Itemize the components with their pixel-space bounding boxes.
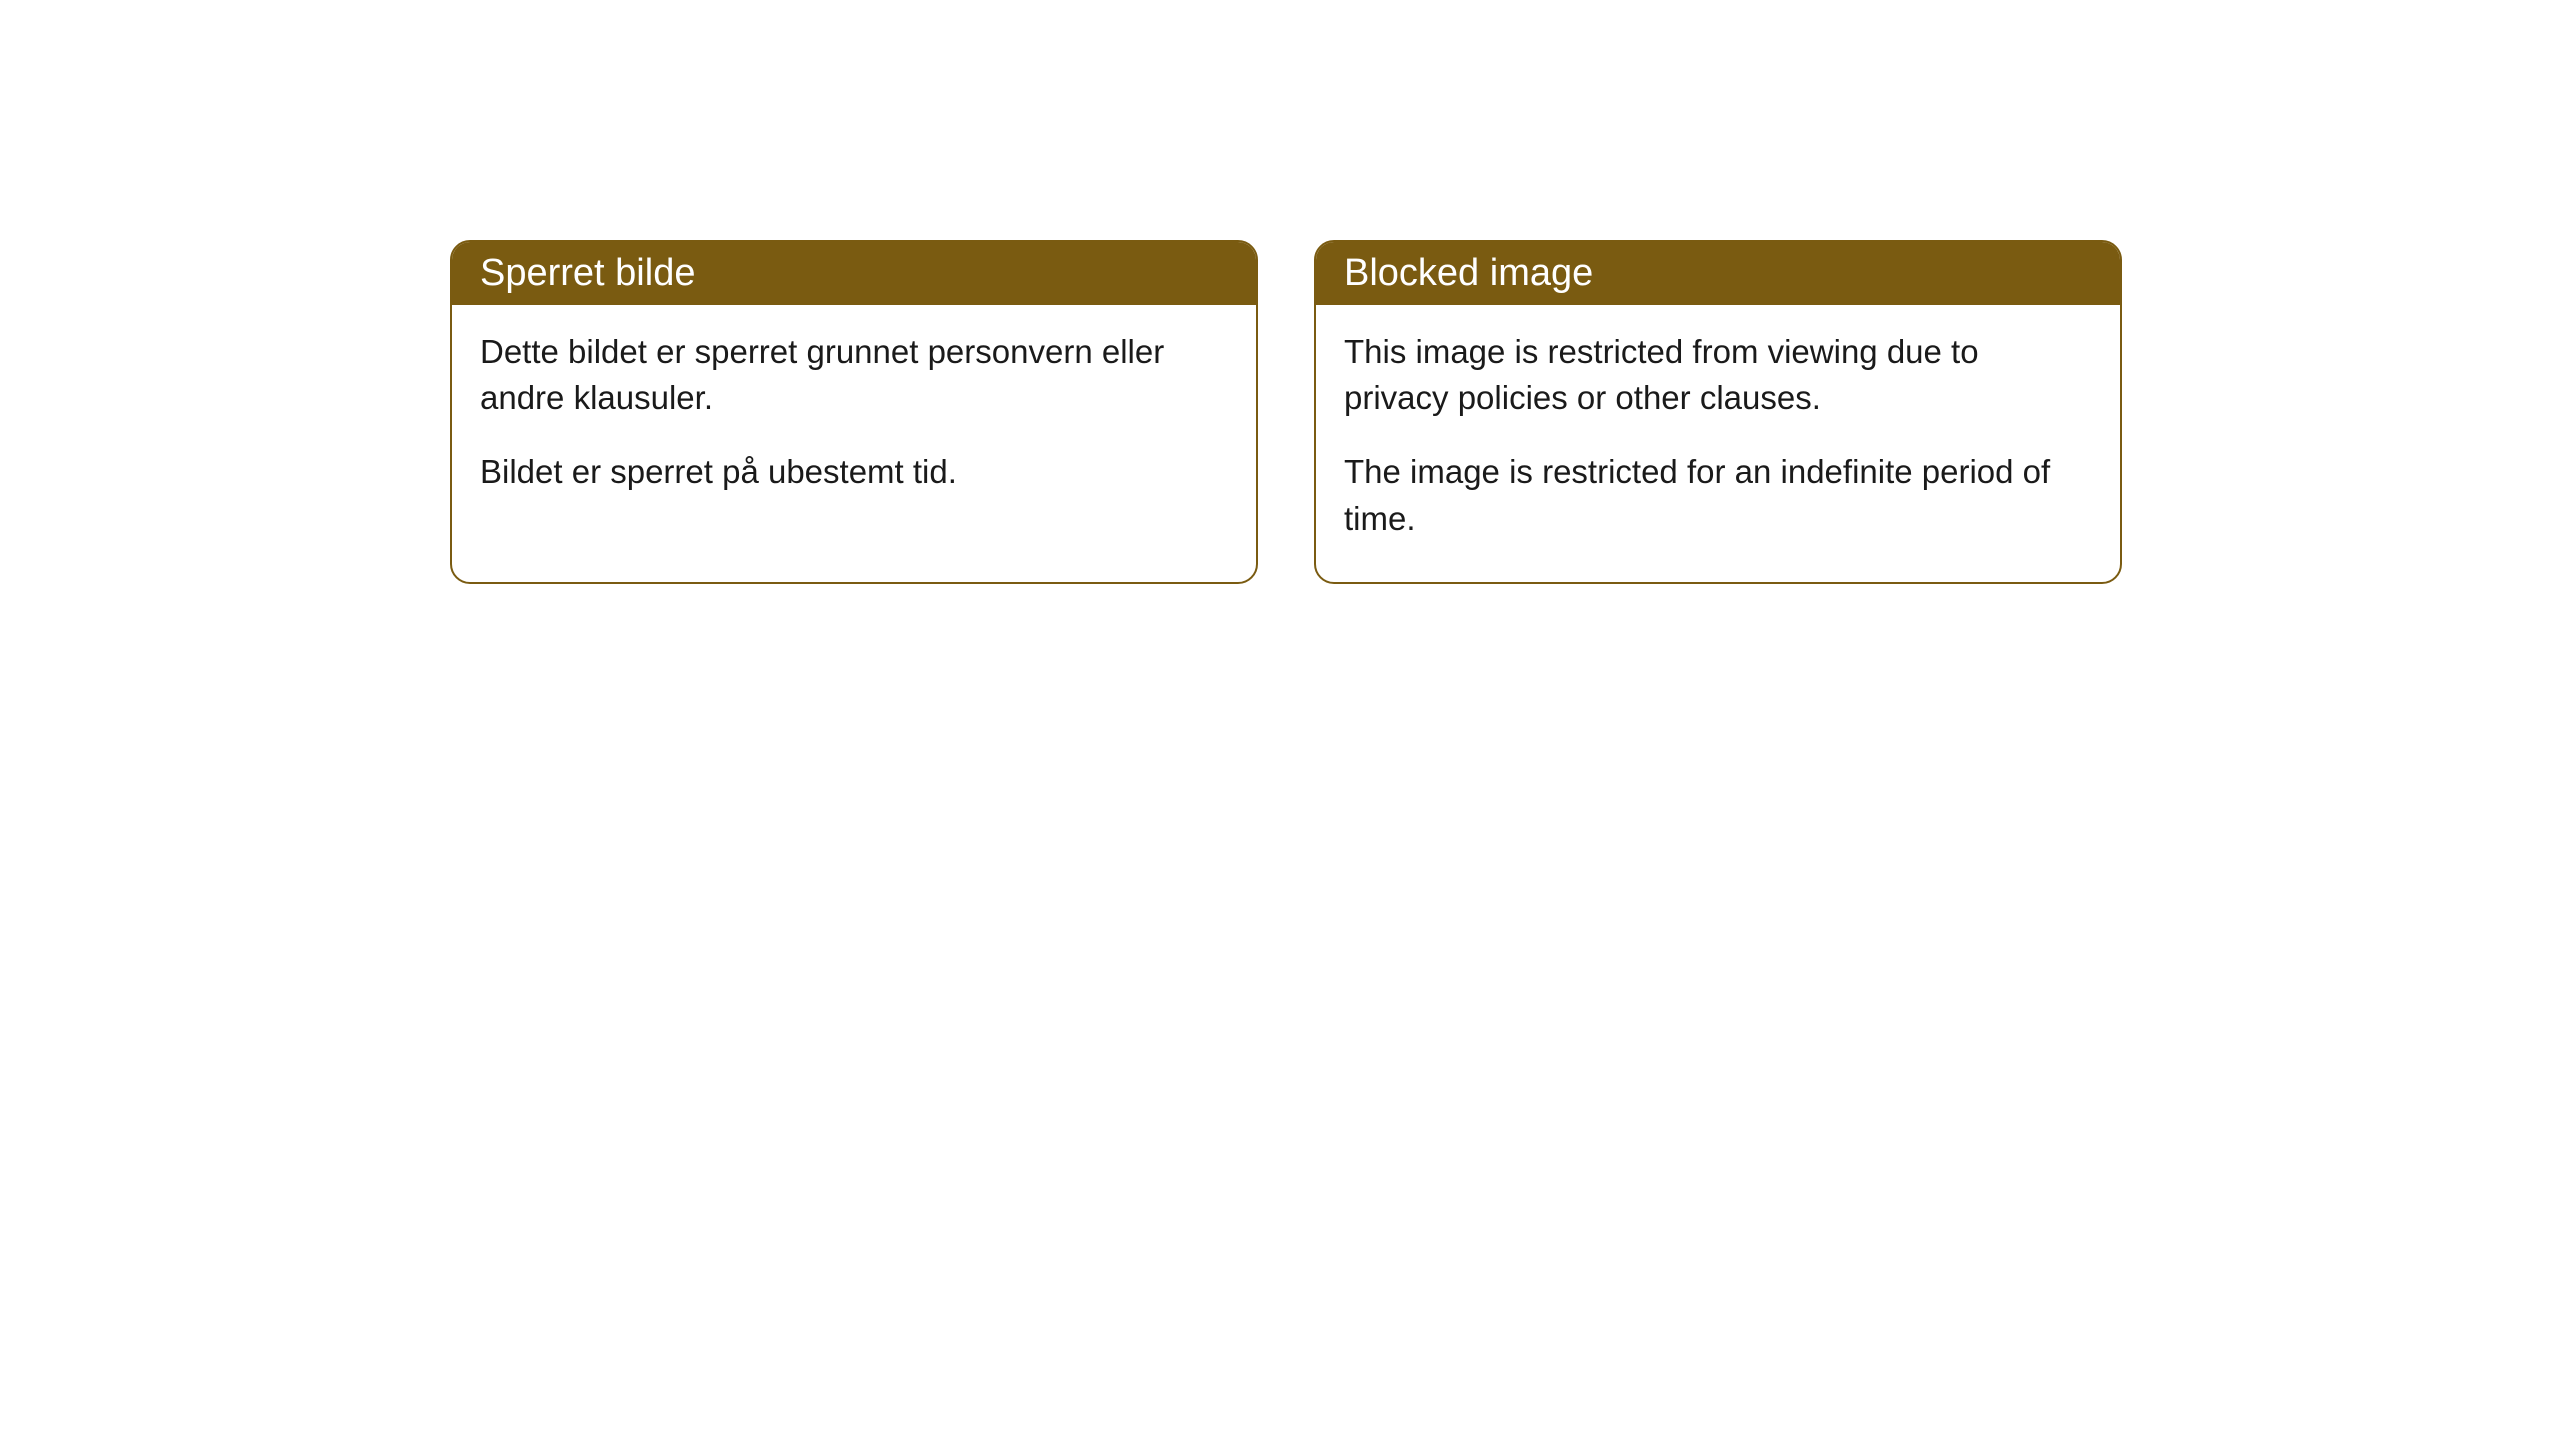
card-norwegian: Sperret bilde Dette bildet er sperret gr…	[450, 240, 1258, 584]
card-english: Blocked image This image is restricted f…	[1314, 240, 2122, 584]
card-body: Dette bildet er sperret grunnet personve…	[452, 305, 1256, 536]
notice-paragraph-1: Dette bildet er sperret grunnet personve…	[480, 329, 1228, 421]
card-header: Sperret bilde	[452, 242, 1256, 305]
cards-container: Sperret bilde Dette bildet er sperret gr…	[450, 240, 2560, 584]
notice-paragraph-2: The image is restricted for an indefinit…	[1344, 449, 2092, 541]
card-body: This image is restricted from viewing du…	[1316, 305, 2120, 582]
card-header: Blocked image	[1316, 242, 2120, 305]
notice-paragraph-1: This image is restricted from viewing du…	[1344, 329, 2092, 421]
notice-paragraph-2: Bildet er sperret på ubestemt tid.	[480, 449, 1228, 495]
